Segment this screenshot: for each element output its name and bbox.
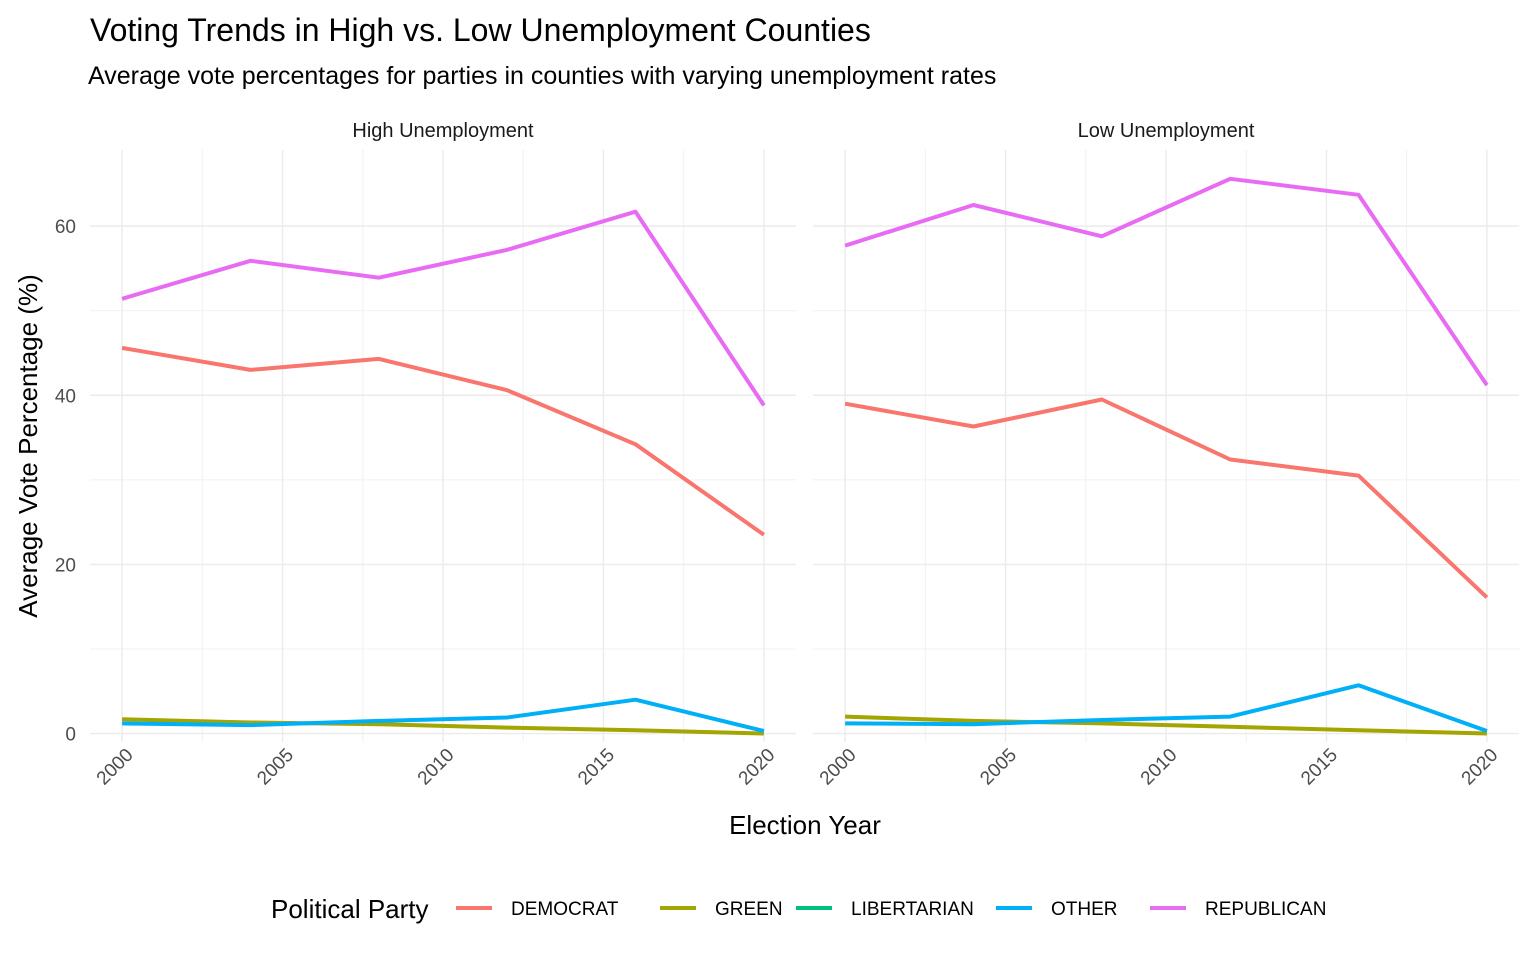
series-line-green (122, 717, 764, 736)
facet-panels: 0 20 40 60 2000 2005 2010 2015 2020 High Unemploy… (55, 120, 1519, 789)
facet-strip-label: High Unemployment (352, 120, 534, 142)
x-tick-label: 2010 (1137, 745, 1182, 790)
facet-panel: 0 20 40 60 2000 2005 2010 2015 2020 High Unemploy… (55, 120, 796, 789)
x-tick-label: 2005 (976, 745, 1021, 790)
x-tick-label: 2020 (1458, 745, 1503, 790)
series-line-democrat (844, 397, 1489, 599)
x-tick-label: 2000 (816, 745, 861, 790)
x-tick-label: 2015 (1297, 745, 1342, 790)
y-axis-title: Average Vote Percentage (%) (13, 274, 43, 618)
y-tick-label: 40 (55, 386, 76, 407)
series-line-other (845, 683, 1488, 733)
legend-label: GREEN (715, 899, 783, 920)
legend: Political Party DEMOCRAT GREEN LIBERTARIAN… (271, 894, 1326, 924)
series-line-republican (121, 209, 766, 407)
facet-panel: 2000 2005 2010 2015 2020 Low Unemployment (813, 120, 1519, 789)
x-tick-label: 2015 (574, 745, 619, 790)
x-tick-label: 2000 (93, 745, 138, 790)
y-tick-label: 20 (55, 555, 76, 576)
series-line-republican (844, 176, 1489, 387)
x-tick-label: 2005 (253, 745, 298, 790)
facet-strip-label: Low Unemployment (1078, 120, 1255, 142)
legend-label: LIBERTARIAN (851, 899, 974, 920)
x-axis-title: Election Year (729, 810, 881, 840)
legend-label: DEMOCRAT (511, 899, 619, 920)
legend-title: Political Party (271, 894, 429, 924)
x-tick-label: 2020 (735, 745, 780, 790)
series-line-democrat (121, 345, 766, 537)
chart-subtitle: Average vote percentages for parties in … (88, 62, 996, 90)
legend-label: REPUBLICAN (1205, 899, 1326, 920)
y-tick-label: 60 (55, 217, 76, 238)
legend-label: OTHER (1051, 899, 1118, 920)
chart-title: Voting Trends in High vs. Low Unemployme… (90, 12, 871, 48)
series-line-other (122, 697, 765, 733)
series-line-green (845, 714, 1487, 736)
y-tick-label: 0 (65, 725, 76, 746)
x-tick-label: 2010 (414, 745, 459, 790)
